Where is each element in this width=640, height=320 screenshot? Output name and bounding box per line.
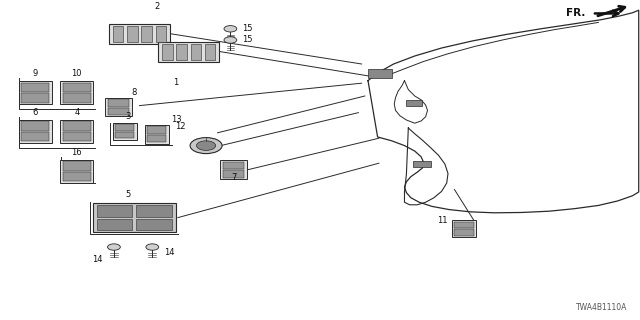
Text: 7: 7 xyxy=(231,173,236,182)
Text: 15: 15 xyxy=(242,24,252,33)
Bar xyxy=(60,160,93,183)
Text: 11: 11 xyxy=(438,216,448,225)
Bar xyxy=(156,26,166,42)
Bar xyxy=(113,123,137,140)
Bar xyxy=(191,44,201,60)
Bar xyxy=(115,124,134,131)
Bar xyxy=(60,120,93,143)
Bar xyxy=(115,132,134,138)
Bar xyxy=(452,220,476,237)
Circle shape xyxy=(146,244,159,250)
Text: 9: 9 xyxy=(33,69,38,78)
Text: 14: 14 xyxy=(164,248,174,257)
Bar xyxy=(368,69,392,78)
Text: 16: 16 xyxy=(72,148,82,157)
Bar xyxy=(21,93,49,103)
Bar xyxy=(136,205,172,217)
Bar xyxy=(108,99,129,107)
Circle shape xyxy=(108,244,120,250)
Bar xyxy=(136,219,172,230)
Bar xyxy=(109,24,170,44)
Bar xyxy=(223,162,244,169)
Bar xyxy=(141,26,152,42)
Bar xyxy=(19,81,52,104)
Bar xyxy=(63,93,91,103)
Bar xyxy=(223,170,244,178)
Text: TWA4B1110A: TWA4B1110A xyxy=(576,303,627,312)
Bar xyxy=(63,172,91,181)
Bar xyxy=(454,229,474,236)
Bar xyxy=(220,160,247,179)
Bar xyxy=(454,222,474,228)
Bar xyxy=(147,135,166,142)
Text: 4: 4 xyxy=(74,108,79,117)
Bar xyxy=(21,121,49,131)
Circle shape xyxy=(224,37,237,43)
Bar xyxy=(159,42,219,62)
Bar xyxy=(97,205,132,217)
Text: FR.: FR. xyxy=(566,8,586,19)
Bar xyxy=(163,44,173,60)
Bar xyxy=(205,44,215,60)
Bar xyxy=(105,98,132,116)
Bar xyxy=(63,121,91,131)
Text: 12: 12 xyxy=(175,122,186,131)
Text: 1: 1 xyxy=(173,78,179,87)
Bar xyxy=(63,161,91,171)
Bar xyxy=(113,26,124,42)
Bar xyxy=(145,125,169,144)
Circle shape xyxy=(224,26,237,32)
Bar xyxy=(97,219,132,230)
Bar xyxy=(147,126,166,134)
Text: 2: 2 xyxy=(155,2,160,11)
Bar xyxy=(19,120,52,143)
Bar xyxy=(21,83,49,92)
Text: 10: 10 xyxy=(72,69,82,78)
Bar xyxy=(127,26,138,42)
Text: 5: 5 xyxy=(125,190,131,199)
Text: 13: 13 xyxy=(172,115,182,124)
Bar xyxy=(413,161,431,167)
Text: 15: 15 xyxy=(242,36,252,44)
Bar xyxy=(60,81,93,104)
Bar xyxy=(406,100,422,106)
Text: 14: 14 xyxy=(92,255,102,264)
Bar xyxy=(108,108,129,115)
Circle shape xyxy=(190,138,222,154)
Bar xyxy=(63,132,91,141)
Bar xyxy=(63,83,91,92)
Circle shape xyxy=(196,141,216,150)
Bar xyxy=(177,44,187,60)
Bar xyxy=(93,203,176,232)
Text: 3: 3 xyxy=(125,112,131,121)
Bar xyxy=(21,132,49,141)
Text: 8: 8 xyxy=(132,88,137,97)
Text: 6: 6 xyxy=(33,108,38,117)
